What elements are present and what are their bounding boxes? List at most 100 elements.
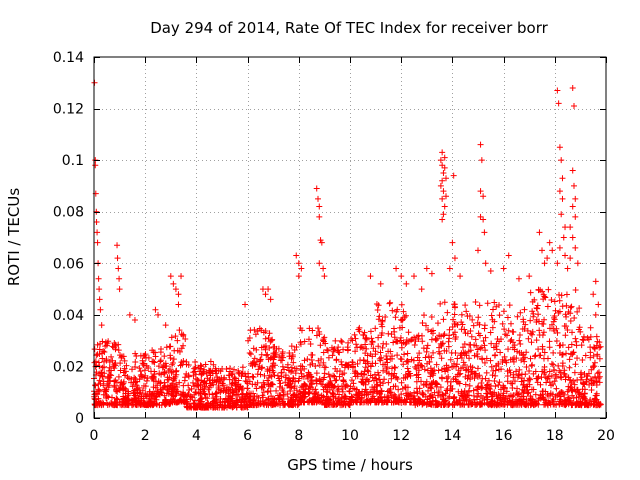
data-point — [221, 385, 228, 392]
data-point — [539, 320, 546, 327]
data-point — [267, 338, 274, 345]
data-point — [288, 343, 295, 350]
data-point — [418, 378, 425, 385]
data-point — [272, 351, 279, 358]
data-point — [574, 260, 581, 267]
data-point — [316, 331, 323, 338]
data-point — [362, 341, 369, 348]
data-point — [404, 373, 411, 380]
data-point — [132, 390, 139, 397]
data-point — [568, 387, 575, 394]
data-point — [245, 337, 252, 344]
data-point — [546, 344, 553, 351]
data-point — [506, 393, 513, 400]
data-point — [439, 149, 446, 156]
data-point — [446, 265, 453, 272]
data-point — [492, 372, 499, 379]
data-point — [266, 345, 273, 352]
data-point — [505, 252, 512, 259]
data-point — [423, 348, 430, 355]
data-point — [585, 336, 592, 343]
data-point — [458, 365, 465, 372]
data-point — [178, 273, 185, 280]
data-point — [318, 355, 325, 362]
data-point — [225, 372, 232, 379]
data-point — [162, 322, 169, 329]
data-point — [569, 84, 576, 91]
data-point — [108, 367, 115, 374]
data-point — [210, 381, 217, 388]
data-point — [486, 401, 493, 408]
data-point — [141, 367, 148, 374]
data-point — [338, 361, 345, 368]
data-point — [329, 382, 336, 389]
data-point — [219, 404, 226, 411]
data-point — [170, 280, 177, 287]
data-point — [405, 358, 412, 365]
data-point — [96, 286, 103, 293]
data-point — [357, 344, 364, 351]
data-point — [555, 309, 562, 316]
data-point — [255, 366, 262, 373]
data-point — [532, 352, 539, 359]
data-point — [379, 344, 386, 351]
data-point — [405, 329, 412, 336]
data-point — [197, 389, 204, 396]
data-point — [116, 275, 123, 282]
data-point — [526, 273, 533, 280]
data-point — [374, 307, 381, 314]
data-point — [497, 349, 504, 356]
data-point — [257, 398, 264, 405]
data-point — [177, 362, 184, 369]
data-point — [569, 234, 576, 241]
data-point — [149, 358, 156, 365]
data-point — [479, 375, 486, 382]
data-point — [533, 316, 540, 323]
data-point — [339, 338, 346, 345]
data-point — [545, 373, 552, 380]
data-point — [155, 363, 162, 370]
data-point — [517, 309, 524, 316]
data-point — [548, 382, 555, 389]
data-point — [541, 293, 548, 300]
data-point — [192, 364, 199, 371]
data-point — [161, 369, 168, 376]
data-point — [288, 397, 295, 404]
data-point — [482, 260, 489, 267]
data-point — [542, 388, 549, 395]
data-point — [572, 388, 579, 395]
data-point — [563, 350, 570, 357]
data-point — [330, 393, 337, 400]
data-point — [458, 401, 465, 408]
data-point — [170, 356, 177, 363]
data-point — [103, 356, 110, 363]
data-point — [440, 316, 447, 323]
data-point — [546, 368, 553, 375]
data-point — [551, 367, 558, 374]
data-point — [375, 316, 382, 323]
data-point — [95, 275, 102, 282]
data-point — [519, 326, 526, 333]
data-point — [591, 359, 598, 366]
x-tick-label: 8 — [294, 428, 303, 444]
data-point — [249, 381, 256, 388]
data-point — [124, 374, 131, 381]
data-point — [357, 357, 364, 364]
data-point — [437, 157, 444, 164]
data-point — [572, 244, 579, 251]
data-point — [576, 324, 583, 331]
data-point — [271, 395, 278, 402]
data-point — [596, 369, 603, 376]
data-point — [476, 302, 483, 309]
data-point — [174, 337, 181, 344]
data-point — [592, 392, 599, 399]
data-point — [462, 302, 469, 309]
data-point — [461, 361, 468, 368]
data-point — [426, 393, 433, 400]
data-point — [349, 359, 356, 366]
data-point — [457, 273, 464, 280]
data-point — [364, 367, 371, 374]
data-point — [206, 391, 213, 398]
data-point — [259, 392, 266, 399]
data-point — [402, 341, 409, 348]
